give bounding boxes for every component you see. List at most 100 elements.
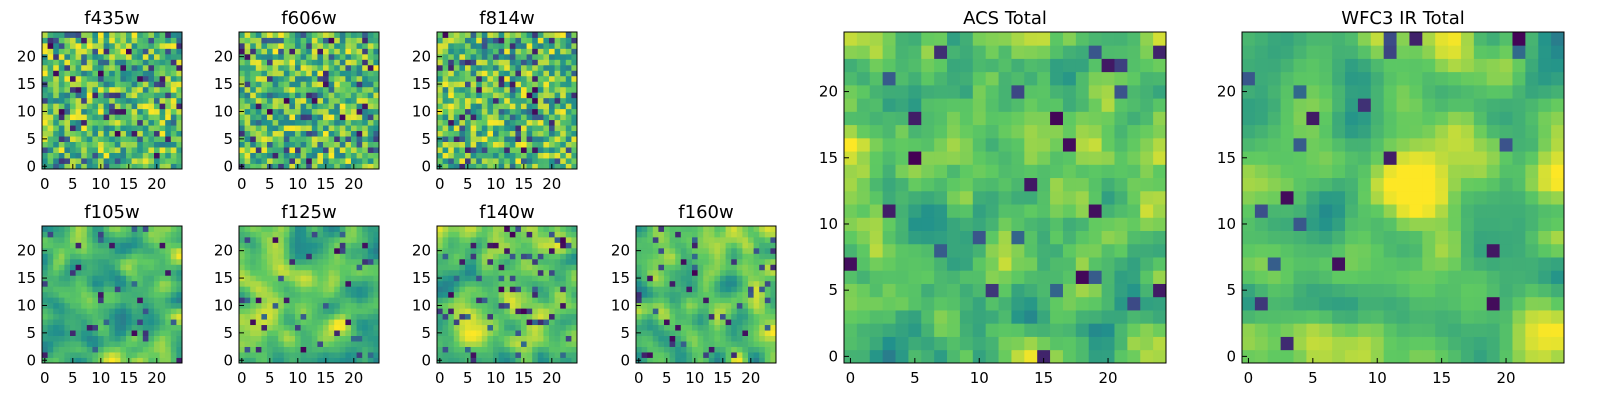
heatmap-cell [565,130,572,137]
heatmap-cell [328,269,335,276]
heatmap-cell [345,86,352,93]
heatmap-cell [53,64,60,71]
heatmap-image [42,32,183,170]
heatmap-cell [1050,243,1064,258]
heatmap-cell [521,242,527,249]
heatmap-cell [720,352,726,358]
heatmap-cell [560,286,567,293]
heatmap-cell [98,125,104,132]
heatmap-cell [159,231,166,238]
heatmap-cell [92,114,99,121]
heatmap-cell [142,258,149,265]
heatmap-cell [283,97,290,104]
heatmap-cell [532,163,539,170]
heatmap-cell [339,86,346,93]
heatmap-cell [658,346,665,353]
heatmap-cell [334,330,341,336]
heatmap-cell [42,319,48,326]
heatmap-cell [120,258,127,265]
heatmap-cell [703,269,710,276]
heatmap-cell [170,352,177,358]
heatmap-cell [58,32,65,38]
heatmap-cell [323,70,329,77]
heatmap-cell [453,59,460,66]
heatmap-cell [498,136,505,142]
heatmap-cell [658,247,665,254]
heatmap-cell [759,341,766,347]
heatmap-cell [731,302,738,309]
heatmap-cell [86,308,93,315]
heatmap-cell [311,48,318,55]
heatmap-cell [165,308,172,315]
heatmap-cell [1037,243,1051,258]
heatmap-cell [311,92,318,99]
heatmap-cell [351,64,357,71]
heatmap-cell [109,324,116,331]
heatmap-cell [442,163,449,170]
heatmap-cell [1140,204,1154,218]
heatmap-cell [295,32,301,38]
heatmap-cell [81,125,88,132]
heatmap-cell [362,130,369,137]
heatmap-cell [908,217,922,231]
heatmap-cell [300,59,307,66]
heatmap-cell [658,258,665,265]
heatmap-cell [109,231,116,238]
heatmap-cell [504,297,511,304]
heatmap-cell [1011,349,1025,364]
heatmap-cell [453,313,460,320]
heatmap-cell [47,280,54,287]
heatmap-cell [148,136,155,142]
heatmap-cell [75,308,82,315]
heatmap-cell [295,280,301,287]
heatmap-cell [81,275,88,282]
heatmap-cell [675,313,682,320]
heatmap-cell [289,147,296,153]
heatmap-cell [481,32,488,38]
heatmap-cell [98,253,104,260]
heatmap-cell [526,108,533,115]
heatmap-cell [537,42,544,49]
heatmap-cell [770,302,777,309]
heatmap-cell [109,163,116,170]
heatmap-cell [934,230,948,245]
heatmap-cell [86,280,93,287]
heatmap-cell [459,147,466,153]
heatmap-cell [532,92,539,99]
heatmap-cell [317,352,324,358]
heatmap-cell [142,302,149,309]
heatmap-cell [250,313,257,320]
heatmap-cell [345,291,352,298]
heatmap-cell [515,32,522,38]
heatmap-cell [311,130,318,137]
heatmap-cell [267,48,273,55]
heatmap-cell [311,253,318,260]
heatmap-cell [465,269,471,276]
heatmap-cell [1114,164,1128,179]
heatmap-cell [47,125,54,132]
heatmap-cell [1101,190,1115,205]
heatmap-cell [148,53,155,60]
heatmap-cell [675,236,682,243]
heatmap-cell [362,280,369,287]
heatmap-cell [470,297,477,304]
heatmap-cell [283,308,290,315]
heatmap-cell [278,352,285,358]
heatmap-cell [86,330,93,336]
heatmap-cell [748,247,754,254]
heatmap-cell [697,264,704,271]
heatmap-cell [362,158,369,164]
heatmap-cell [261,147,268,153]
heatmap-cell [250,130,257,137]
heatmap-cell [272,147,279,153]
heatmap-cell [278,59,285,66]
heatmap-cell [75,86,82,93]
heatmap-cell [351,103,357,110]
heatmap-cell [532,108,539,115]
heatmap-cell [703,341,710,347]
heatmap-cell [114,125,121,132]
heatmap-cell [114,136,121,142]
heatmap-cell [652,335,659,342]
heatmap-cell [1114,270,1128,284]
heatmap-cell [664,297,670,304]
